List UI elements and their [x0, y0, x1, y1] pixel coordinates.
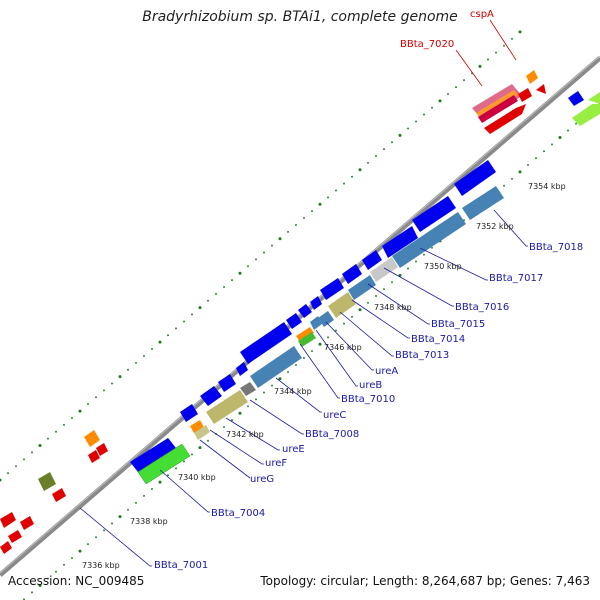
gene-orange-2	[190, 420, 204, 433]
cds-row	[130, 160, 496, 472]
cds-6	[240, 322, 292, 364]
gene-label-BBta_7015[interactable]: BBta_7015	[431, 319, 485, 330]
feature-cluster-bbta7020	[472, 70, 600, 134]
kbp-tick-label: 7352 kbp	[476, 222, 514, 231]
cds-5	[236, 362, 248, 376]
gene-label-ureB[interactable]: ureB	[359, 380, 382, 391]
plus-tick-row	[0, 30, 522, 482]
label-leaders	[79, 19, 528, 567]
page-title: Bradyrhizobium sp. BTAi1, complete genom…	[142, 9, 458, 25]
cds-9	[310, 296, 322, 310]
cds-4	[218, 374, 236, 392]
gene-label-BBta_7001[interactable]: BBta_7001	[154, 560, 208, 571]
cds-2	[180, 404, 198, 422]
kbp-scale: 7336 kbp 7338 kbp 7340 kbp 7342 kbp 7344 kbp…	[82, 182, 566, 570]
genome-summary: Topology: circular; Length: 8,264,687 bp…	[260, 574, 590, 588]
gene-label-ureC[interactable]: ureC	[323, 410, 346, 421]
gene-steel-4	[348, 275, 376, 300]
kbp-tick-label: 7354 kbp	[528, 182, 566, 191]
feature-plus-red-4	[20, 516, 34, 530]
gene-label-BBta_7014[interactable]: BBta_7014	[411, 334, 465, 345]
gene-steel-1	[250, 346, 302, 388]
gene-label-BBta_7004[interactable]: BBta_7004	[211, 508, 265, 519]
feature-green-light-1	[572, 104, 600, 126]
gene-label-BBta_7016[interactable]: BBta_7016	[455, 302, 509, 313]
gene-row	[137, 186, 504, 485]
cds-7	[286, 313, 302, 329]
kbp-tick-label: 7346 kbp	[324, 343, 362, 352]
accession-label: Accession: NC_009485	[8, 574, 145, 588]
gene-khaki-3	[328, 292, 356, 318]
cds-8	[298, 304, 312, 318]
gene-label-BBta_7020[interactable]: BBta_7020	[400, 39, 454, 50]
feature-plus-red-2	[0, 541, 12, 554]
feature-olive	[38, 472, 56, 491]
cds-13	[382, 226, 418, 258]
gene-label-BBta_7013[interactable]: BBta_7013	[395, 350, 449, 361]
gene-khaki-2	[206, 390, 248, 424]
gene-steel-5	[392, 212, 466, 268]
gene-orange-3	[296, 327, 314, 342]
gene-gray	[240, 382, 256, 396]
feature-red-tiny	[536, 84, 546, 94]
kbp-tick-label: 7348 kbp	[374, 303, 412, 312]
feature-blue-far-1	[568, 91, 584, 106]
kbp-tick-label: 7338 kbp	[130, 517, 168, 526]
gene-label-BBta_7010[interactable]: BBta_7010	[341, 394, 395, 405]
feature-red-band	[478, 95, 518, 123]
gene-label-ureA[interactable]: ureA	[375, 366, 398, 377]
gene-label-BBta_7008[interactable]: BBta_7008	[305, 429, 359, 440]
gene-label-cspA[interactable]: cspA	[470, 9, 494, 20]
cds-15	[454, 160, 496, 196]
feature-orange-small	[526, 70, 538, 84]
gene-label-ureF[interactable]: ureF	[265, 458, 287, 469]
cds-11	[342, 264, 362, 284]
genome-backbone	[0, 55, 600, 577]
feature-plus-red-6	[88, 450, 100, 463]
cds-14	[412, 196, 456, 232]
gene-khaki-1	[194, 425, 210, 440]
gene-label-BBta_7017[interactable]: BBta_7017	[489, 273, 543, 284]
feature-plus-red-1	[0, 512, 16, 528]
feature-orange-1	[84, 430, 100, 447]
cds-10	[320, 278, 344, 300]
cds-3	[200, 386, 222, 406]
gene-label-ureE[interactable]: ureE	[282, 444, 305, 455]
feature-red-small	[518, 88, 532, 102]
kbp-tick-label: 7340 kbp	[178, 473, 216, 482]
plus-strand-features	[0, 430, 108, 554]
gene-steel-3	[318, 311, 334, 327]
gene-silver	[370, 257, 398, 282]
kbp-tick-label: 7344 kbp	[274, 387, 312, 396]
feature-orange-stripe	[476, 90, 518, 118]
feature-red-arrow	[484, 104, 526, 134]
gene-label-BBta_7018[interactable]: BBta_7018	[529, 242, 583, 253]
minus-tick-row	[23, 101, 600, 600]
kbp-tick-label: 7336 kbp	[82, 561, 120, 570]
gene-green	[137, 443, 191, 485]
cds-1	[130, 438, 176, 472]
cds-12	[362, 250, 382, 270]
feature-green-light-2	[588, 92, 600, 104]
feature-plus-red-5	[52, 488, 66, 502]
gene-steel-6	[462, 186, 504, 220]
kbp-tick-label: 7342 kbp	[226, 430, 264, 439]
feature-plus-red-3	[8, 530, 22, 543]
kbp-tick-label: 7350 kbp	[424, 262, 462, 271]
feature-plus-red-7	[96, 443, 108, 456]
gene-label-ureG[interactable]: ureG	[250, 474, 274, 485]
gene-green-2	[298, 332, 316, 347]
